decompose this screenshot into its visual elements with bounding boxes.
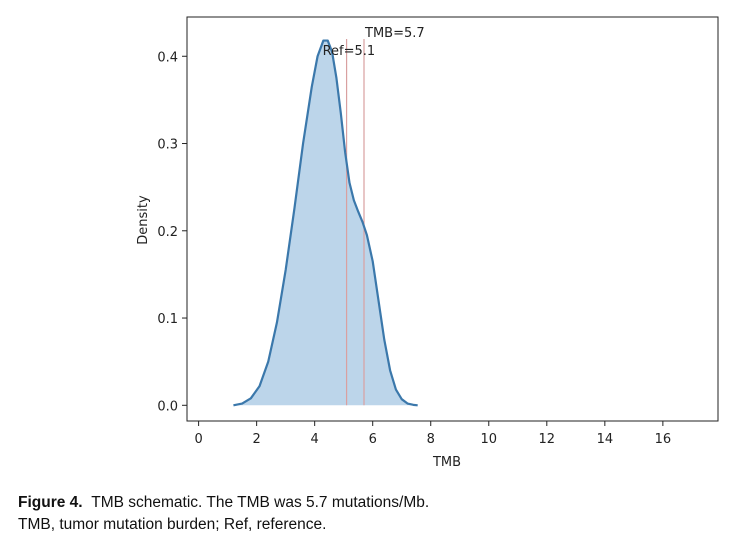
figure-caption: Figure 4. TMB schematic. The TMB was 5.7… [18, 492, 718, 536]
y-tick-label: 0.3 [157, 138, 178, 153]
y-tick-label: 0.0 [157, 399, 178, 414]
plot-frame [186, 16, 719, 422]
y-tick-label: 0.1 [157, 312, 178, 327]
caption-label: Figure 4. [18, 494, 83, 511]
density-chart: Ref=5.1 TMB=5.7 0 2 4 6 8 10 12 14 16 0.0 0.1 0.2 0.3 0… [136, 16, 719, 470]
x-tick-label: 16 [655, 432, 672, 447]
x-tick-label: 6 [369, 432, 377, 447]
x-tick-label: 14 [597, 432, 614, 447]
caption-line-2: TMB, tumor mutation burden; Ref, referen… [18, 516, 327, 533]
density-curve [233, 39, 418, 407]
ref-label: Ref=5.1 [323, 44, 376, 59]
y-axis-label: Density [136, 195, 151, 245]
x-tick-label: 0 [194, 432, 202, 447]
tmb-label: TMB=5.7 [364, 26, 425, 41]
caption-text: TMB schematic. The TMB was 5.7 mutations… [91, 494, 430, 511]
x-axis-label: TMB [432, 455, 461, 470]
x-tick-label: 12 [539, 432, 556, 447]
caption-line-1: Figure 4. TMB schematic. The TMB was 5.7… [18, 492, 718, 514]
y-tick-label: 0.4 [157, 50, 178, 65]
x-tick-label: 10 [480, 432, 497, 447]
x-tick-label: 4 [311, 432, 319, 447]
density-area [233, 40, 418, 406]
y-tick-label: 0.2 [157, 225, 178, 240]
x-tick-label: 8 [427, 432, 435, 447]
x-tick-label: 2 [252, 432, 260, 447]
